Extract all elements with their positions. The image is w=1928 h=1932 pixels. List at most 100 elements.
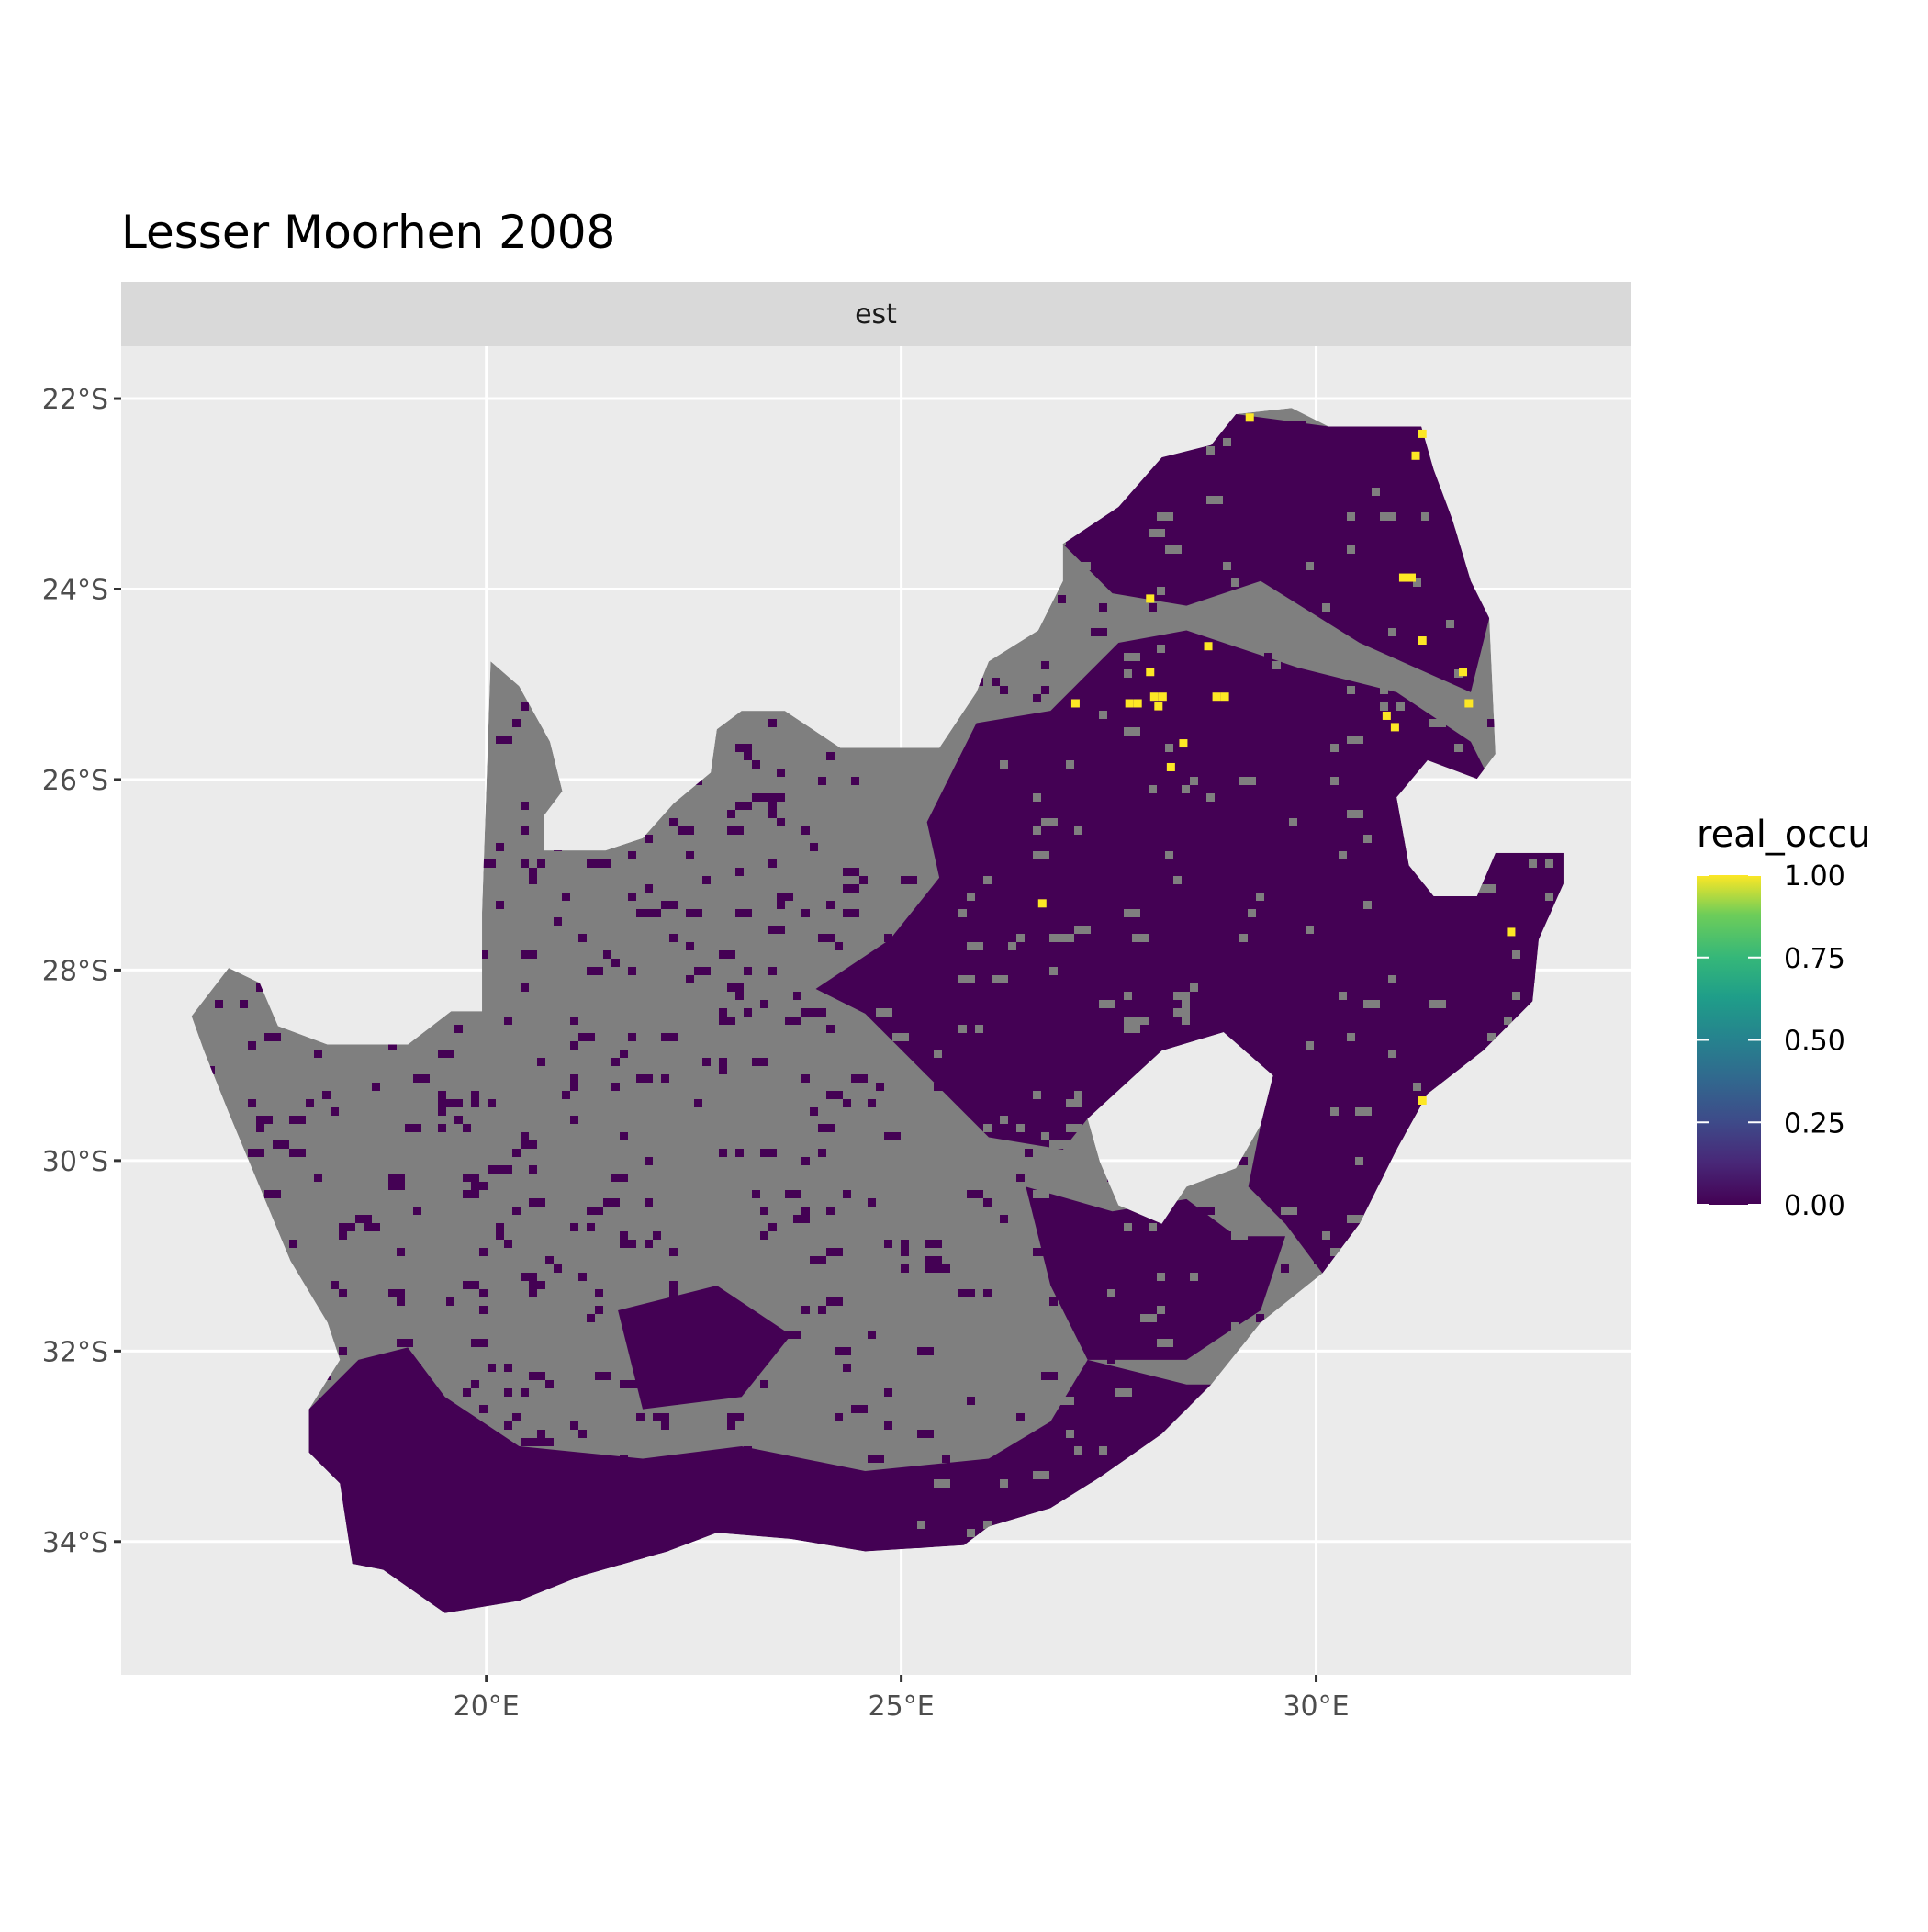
grid-cell [1297, 727, 1306, 736]
grid-cell [570, 1017, 578, 1025]
grid-cell [1231, 1231, 1248, 1240]
grid-cell [1157, 1273, 1165, 1281]
grid-cell [1429, 620, 1438, 628]
grid-cell [488, 1165, 496, 1174]
grid-cell [1091, 628, 1107, 636]
grid-cell [1124, 727, 1140, 736]
grid-cell [562, 1471, 578, 1479]
grid-cell [1339, 992, 1347, 1000]
grid-cell [1380, 628, 1388, 636]
grid-cell [1000, 1479, 1008, 1488]
grid-cell [1438, 719, 1446, 727]
grid-cell [1182, 1405, 1190, 1413]
grid-cell [488, 1562, 496, 1570]
grid-cell [1429, 636, 1438, 645]
grid-cell [1140, 1017, 1149, 1025]
grid-cell-high [1070, 699, 1080, 708]
grid-cell [620, 1455, 628, 1463]
grid-cell [702, 1297, 711, 1306]
grid-cell [925, 1066, 934, 1074]
grid-cell-high [1158, 692, 1167, 702]
grid-cell [529, 1372, 545, 1380]
grid-cell [1396, 702, 1405, 711]
grid-cell [454, 1025, 463, 1033]
grid-cell [355, 1215, 372, 1223]
grid-cell [801, 1008, 818, 1017]
grid-cell-high [1507, 927, 1516, 937]
grid-cell [975, 1289, 983, 1297]
grid-cell [1190, 1273, 1198, 1281]
grid-cell [711, 1455, 719, 1463]
grid-cell-high [1166, 762, 1175, 771]
grid-cell [1347, 545, 1355, 554]
grid-cell [983, 1521, 992, 1529]
grid-cell [1215, 669, 1231, 678]
grid-cell [562, 893, 570, 901]
grid-cell [537, 1438, 545, 1446]
grid-cell [975, 1025, 983, 1033]
grid-cell [1025, 901, 1041, 909]
grid-cell [1504, 1017, 1512, 1025]
grid-cell-high [1407, 573, 1416, 582]
grid-cell [1033, 851, 1049, 859]
grid-cell [1066, 1099, 1082, 1107]
grid-cell [992, 1198, 1000, 1207]
grid-cell [1413, 1083, 1421, 1091]
grid-cell [264, 1033, 281, 1041]
grid-cell [702, 1488, 719, 1496]
grid-cell [1115, 1388, 1132, 1397]
grid-cell [653, 1545, 669, 1554]
grid-cell [801, 1207, 810, 1215]
grid-cell [1545, 893, 1553, 901]
grid-cell [1182, 1000, 1190, 1008]
grid-cell [1000, 1116, 1008, 1124]
grid-cell [934, 1479, 950, 1488]
grid-cell [1314, 975, 1322, 983]
grid-cell [463, 1174, 471, 1182]
grid-cell [504, 1504, 512, 1512]
grid-cell [1281, 1207, 1297, 1215]
grid-cell [768, 926, 785, 934]
grid-cell [917, 1521, 925, 1529]
grid-cell [1066, 570, 1074, 578]
grid-cell [1413, 760, 1429, 769]
grid-cell [760, 1231, 768, 1240]
grid-cell [826, 1504, 835, 1512]
grid-cell [1041, 686, 1049, 694]
grid-cell [1157, 1297, 1173, 1306]
grid-cell [1000, 1215, 1008, 1223]
tick-label-y: 24°S [42, 575, 108, 607]
grid-cell [768, 1223, 777, 1231]
grid-cell [768, 719, 777, 727]
grid-cell [1124, 653, 1140, 661]
grid-cell [777, 818, 785, 826]
grid-cell [727, 810, 735, 818]
grid-cell [331, 1281, 339, 1289]
grid-cell [504, 1421, 512, 1430]
grid-cell [645, 1157, 653, 1165]
grid-cell [1314, 1025, 1322, 1033]
grid-cell [843, 1099, 851, 1107]
grid-cell [1066, 1273, 1074, 1281]
grid-cell [1363, 876, 1372, 884]
grid-cell [1446, 620, 1454, 628]
grid-cell [1082, 1207, 1099, 1215]
grid-cell [1438, 744, 1454, 752]
grid-cell [785, 1190, 801, 1198]
grid-cell [1206, 686, 1223, 694]
grid-cell [521, 950, 537, 959]
grid-cell [1306, 562, 1314, 570]
axes: 20°E 25°E 30°E 22°S 24°S 26°S 28°S 30°S 32°S 34°S [42, 384, 1350, 1723]
grid-cell-high [1179, 739, 1188, 748]
grid-cell [521, 702, 529, 711]
grid-cell [504, 1471, 512, 1479]
grid-cell [1380, 859, 1388, 868]
grid-cell [479, 950, 488, 959]
grid-cell [892, 1091, 901, 1099]
grid-cell [719, 1066, 727, 1074]
grid-cell [1124, 1223, 1132, 1231]
grid-cell [570, 1041, 578, 1050]
grid-cell [1165, 1339, 1173, 1347]
grid-cell [1124, 992, 1132, 1000]
grid-cell [1149, 471, 1157, 479]
